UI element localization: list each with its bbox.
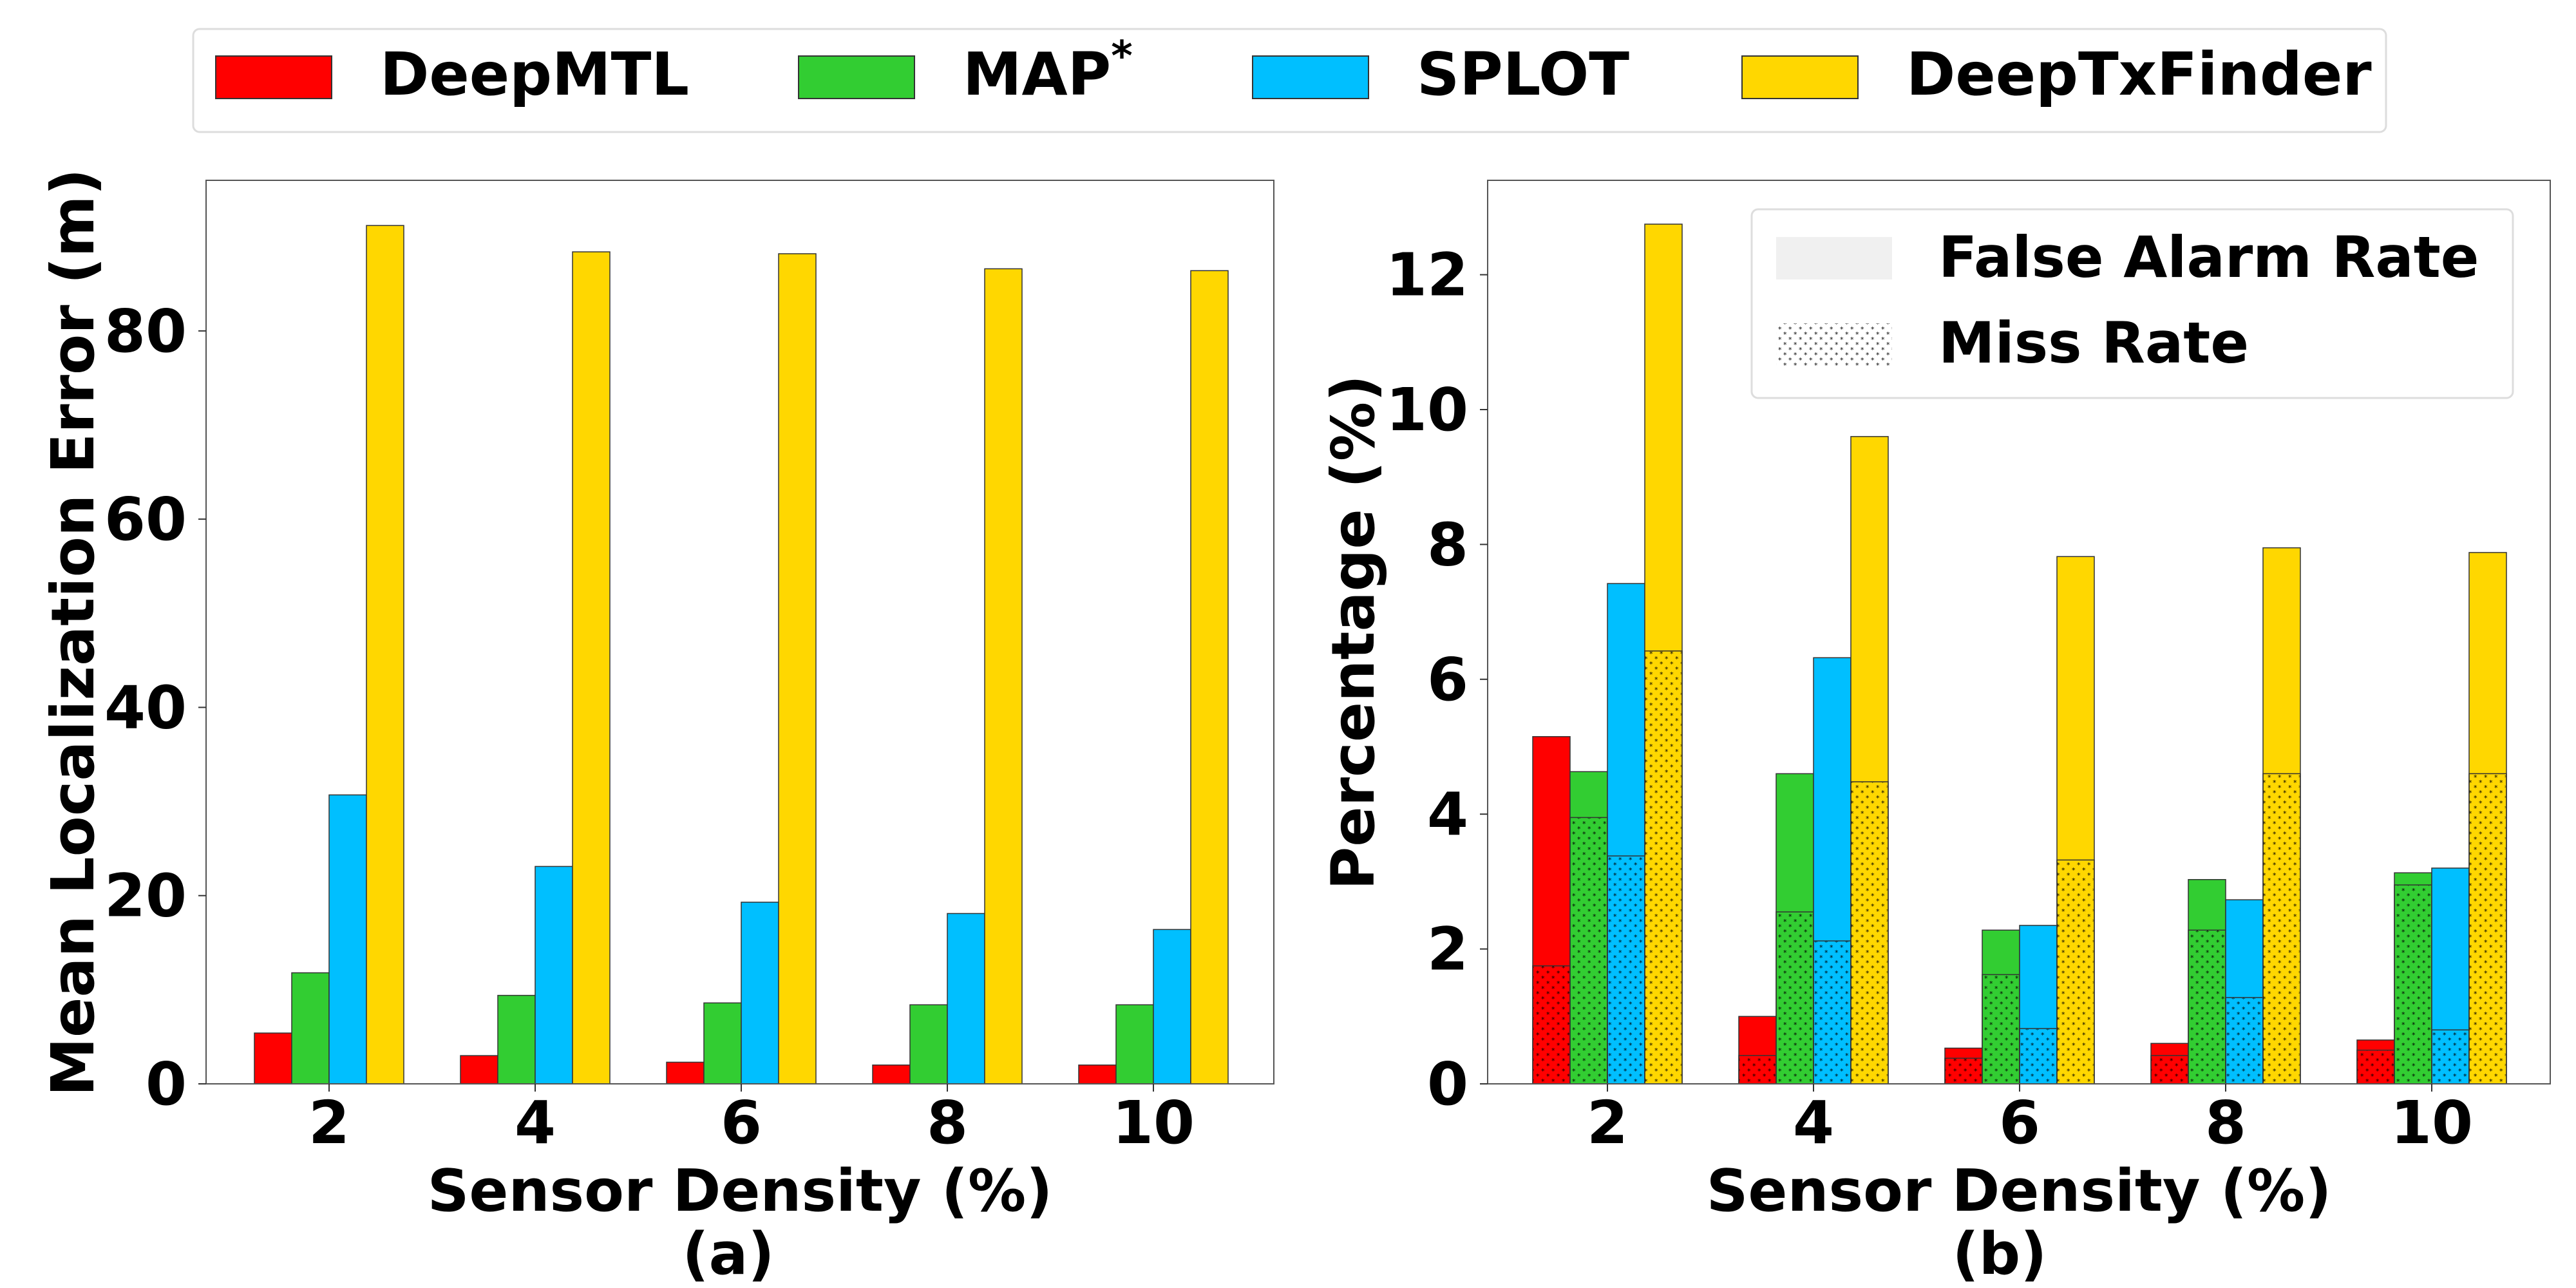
bar-a-splot-6 bbox=[741, 902, 779, 1084]
bar-a-splot-4 bbox=[535, 866, 573, 1084]
bar-a-splot-10 bbox=[1153, 929, 1191, 1084]
legend-label-deeptxfinder: DeepTxFinder bbox=[1906, 40, 2372, 109]
y-tick-label-b-8: 8 bbox=[1427, 510, 1468, 579]
false-alarm-swatch bbox=[1776, 237, 1892, 279]
legend-label-map: MAP* bbox=[963, 33, 1133, 109]
legend-swatch-splot bbox=[1252, 55, 1369, 99]
legend-swatch-map bbox=[798, 55, 915, 99]
x-tick-label-b-10: 10 bbox=[2391, 1088, 2473, 1157]
bar-b-miss-deeptxfinder-4 bbox=[1850, 781, 1889, 1084]
y-tick-label-b-4: 4 bbox=[1427, 780, 1468, 849]
bar-a-deeptxfinder-4 bbox=[572, 251, 611, 1084]
panel-a-axes-frame bbox=[205, 180, 1274, 1084]
bar-a-deepmtl-8 bbox=[872, 1065, 911, 1084]
bar-a-deeptxfinder-6 bbox=[778, 253, 817, 1084]
y-tick-label-b-12: 12 bbox=[1386, 241, 1468, 310]
bar-a-map-2 bbox=[291, 972, 330, 1084]
bar-b-miss-deeptxfinder-2 bbox=[1644, 650, 1683, 1084]
panel-b-y-axis-label: Percentage (%) bbox=[1319, 375, 1388, 890]
bar-a-deepmtl-6 bbox=[666, 1061, 705, 1084]
panel-a-caption: (a) bbox=[683, 1220, 775, 1288]
legend-swatch-deeptxfinder bbox=[1741, 55, 1859, 99]
x-tick-label-a-6: 6 bbox=[721, 1088, 762, 1157]
bar-b-miss-splot-2 bbox=[1607, 855, 1645, 1084]
bar-a-deepmtl-10 bbox=[1078, 1065, 1117, 1084]
x-tick-label-b-2: 2 bbox=[1587, 1088, 1628, 1157]
x-tick-label-a-2: 2 bbox=[308, 1088, 350, 1157]
y-tick-label-b-0: 0 bbox=[1427, 1050, 1468, 1119]
bar-b-miss-map-8 bbox=[2188, 929, 2226, 1084]
legend-label-splot: SPLOT bbox=[1417, 40, 1629, 109]
bar-a-splot-8 bbox=[947, 913, 985, 1084]
bar-a-map-10 bbox=[1115, 1004, 1154, 1084]
y-tick-label-a-60: 60 bbox=[104, 485, 187, 554]
y-tick-label-b-10: 10 bbox=[1386, 375, 1468, 444]
bar-b-miss-splot-8 bbox=[2225, 997, 2264, 1084]
panel-a-x-axis-label: Sensor Density (%) bbox=[428, 1157, 1053, 1225]
false-alarm-label: False Alarm Rate bbox=[1938, 224, 2479, 290]
legend-swatch-deepmtl bbox=[215, 55, 332, 99]
x-tick-label-a-4: 4 bbox=[515, 1088, 556, 1157]
bar-b-miss-deepmtl-8 bbox=[2150, 1055, 2189, 1084]
bar-a-map-4 bbox=[497, 994, 536, 1084]
bar-b-miss-deeptxfinder-10 bbox=[2468, 773, 2507, 1084]
hatch-legend: False Alarm Rate Miss Rate bbox=[1750, 208, 2514, 399]
bar-a-deeptxfinder-10 bbox=[1190, 270, 1229, 1084]
bar-b-miss-deepmtl-6 bbox=[1944, 1057, 1983, 1084]
bar-b-miss-splot-4 bbox=[1813, 940, 1852, 1084]
bar-b-miss-deepmtl-10 bbox=[2356, 1049, 2395, 1084]
miss-rate-swatch bbox=[1776, 323, 1892, 366]
bar-a-deepmtl-4 bbox=[460, 1055, 498, 1084]
bar-a-map-8 bbox=[909, 1004, 948, 1084]
bar-a-deepmtl-2 bbox=[254, 1032, 292, 1084]
miss-rate-label: Miss Rate bbox=[1938, 310, 2249, 376]
bar-b-miss-deepmtl-4 bbox=[1738, 1055, 1777, 1084]
panel-b-caption: (b) bbox=[1953, 1220, 2047, 1288]
bar-b-miss-splot-6 bbox=[2019, 1028, 2058, 1084]
bar-b-miss-deeptxfinder-8 bbox=[2262, 773, 2301, 1084]
bar-b-miss-map-4 bbox=[1776, 911, 1814, 1084]
bar-a-deeptxfinder-2 bbox=[366, 225, 404, 1084]
bar-a-map-6 bbox=[703, 1002, 742, 1084]
y-tick-label-a-20: 20 bbox=[104, 862, 187, 931]
x-tick-label-b-4: 4 bbox=[1793, 1088, 1834, 1157]
bar-b-miss-deepmtl-2 bbox=[1532, 965, 1571, 1084]
bar-b-miss-map-6 bbox=[1982, 974, 2020, 1084]
bar-b-miss-map-10 bbox=[2394, 884, 2432, 1084]
y-tick-label-b-2: 2 bbox=[1427, 915, 1468, 984]
panel-a-y-axis-label: Mean Localization Error (m) bbox=[39, 168, 108, 1096]
bar-b-miss-splot-10 bbox=[2431, 1029, 2470, 1084]
bar-b-miss-map-2 bbox=[1569, 817, 1608, 1084]
panel-b-x-axis-label: Sensor Density (%) bbox=[1707, 1157, 2332, 1225]
y-tick-label-b-6: 6 bbox=[1427, 645, 1468, 714]
y-tick-label-a-80: 80 bbox=[104, 297, 187, 366]
x-tick-label-b-6: 6 bbox=[1999, 1088, 2040, 1157]
x-tick-label-a-8: 8 bbox=[927, 1088, 968, 1157]
series-legend: DeepMTL MAP* SPLOT DeepTxFinder bbox=[192, 28, 2387, 133]
legend-label-deepmtl: DeepMTL bbox=[380, 40, 689, 109]
bar-a-splot-2 bbox=[328, 794, 367, 1084]
x-tick-label-a-10: 10 bbox=[1112, 1088, 1195, 1157]
y-tick-label-a-40: 40 bbox=[104, 673, 187, 742]
x-tick-label-b-8: 8 bbox=[2205, 1088, 2246, 1157]
hatch-legend-frame bbox=[1750, 208, 2514, 399]
bar-a-deeptxfinder-8 bbox=[984, 268, 1023, 1084]
panel-a: 2 4 6 8 10 0 20 40 60 80 Mean Localization Error … bbox=[39, 168, 1274, 1288]
bar-b-miss-deeptxfinder-6 bbox=[2056, 859, 2095, 1084]
y-tick-label-a-0: 0 bbox=[146, 1050, 187, 1119]
panel-b: 2 4 6 8 10 0 2 4 6 8 10 12 Percentage (%) Sensor De… bbox=[1319, 180, 2551, 1288]
